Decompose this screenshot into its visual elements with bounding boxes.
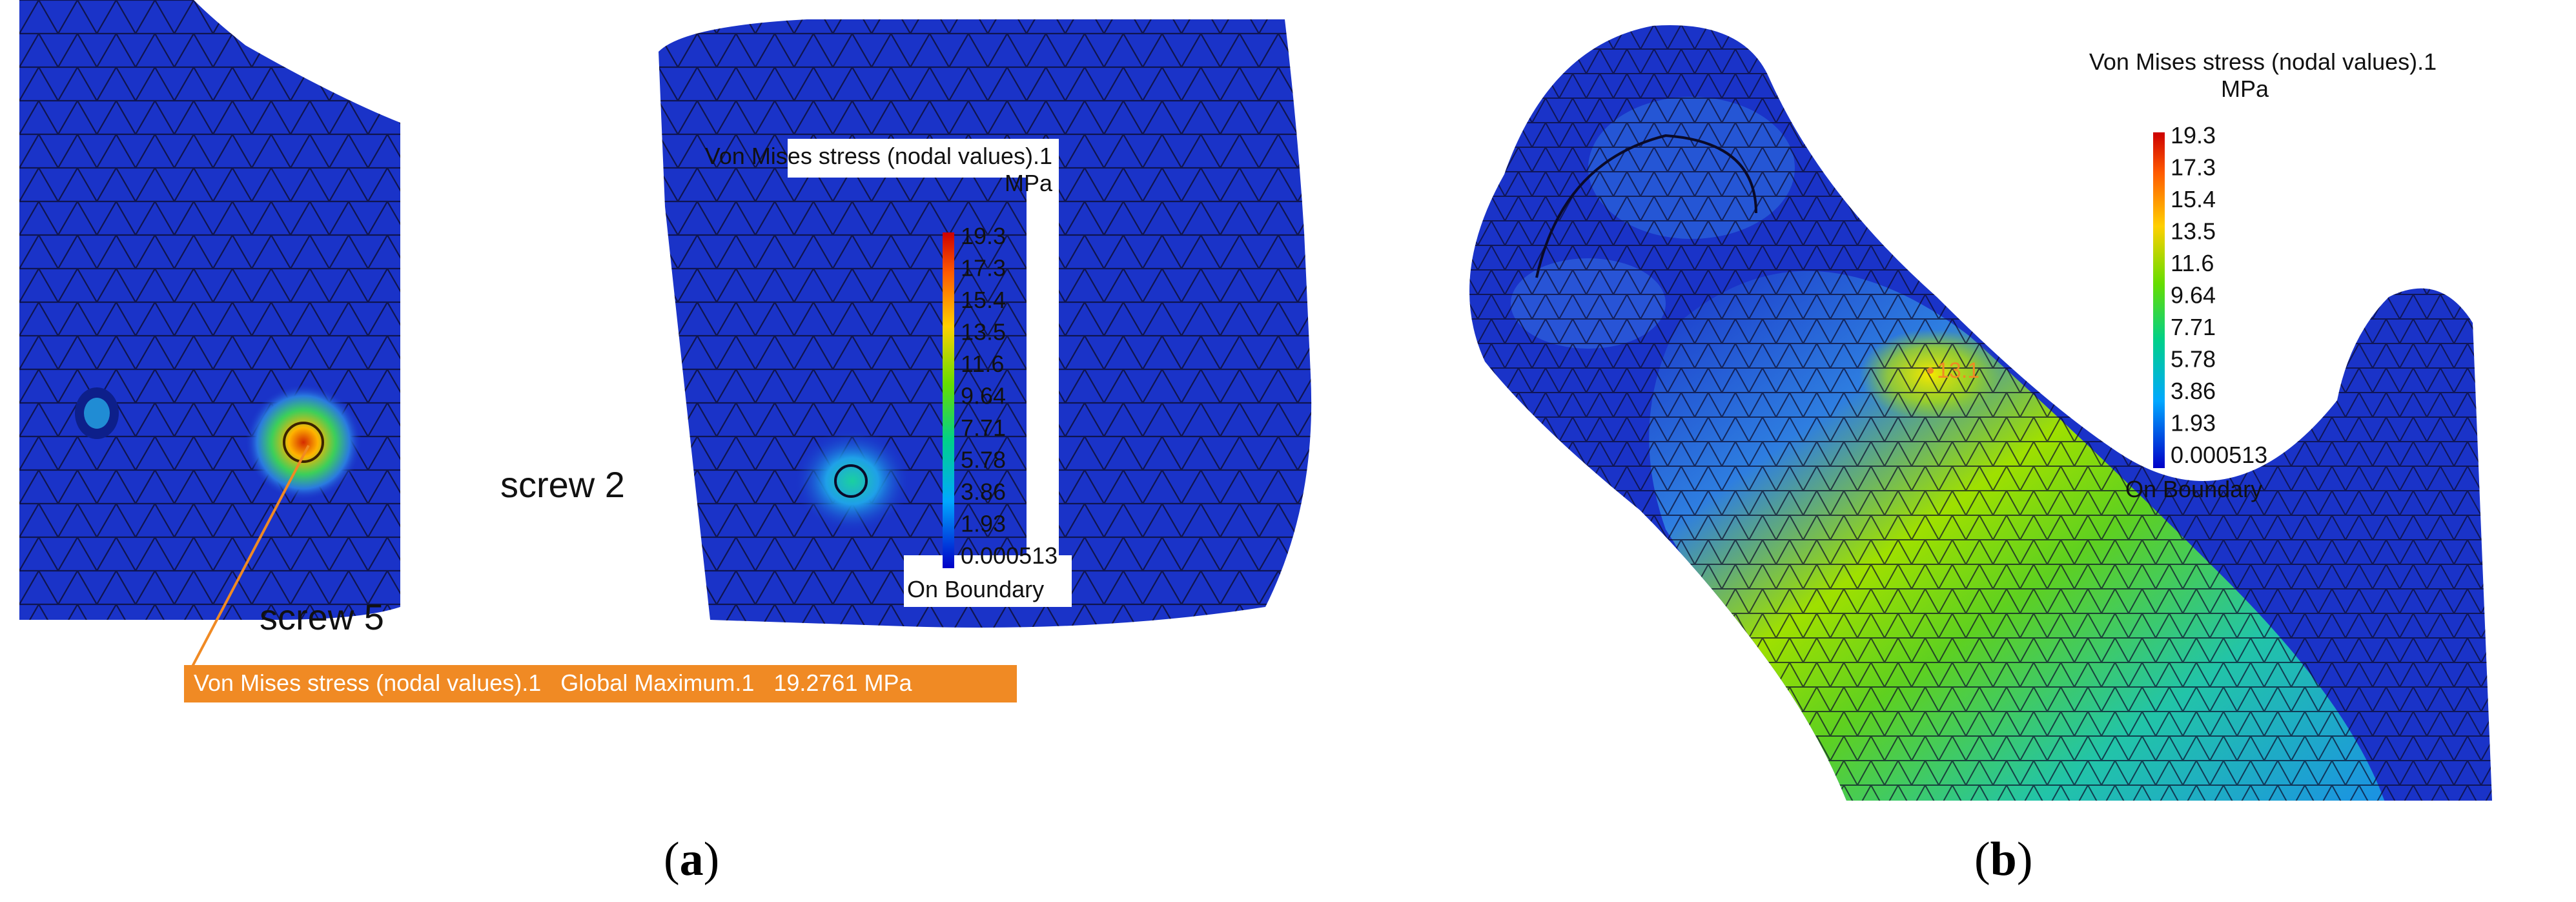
legend-tick-label: 5.78 [961,447,1006,473]
legend-tick-label: 3.86 [961,478,1006,505]
max-annotation-box [184,665,1017,702]
panel-a-legend: Von Mises stress (nodal values).1 MPa 19… [705,139,1072,607]
panel-b-colorbar [2153,132,2165,468]
legend-tick-label: 13.5 [961,319,1006,345]
panel-a-left-bone [19,0,400,620]
legend-tick-label: 0.000513 [2171,442,2267,468]
caption-b: (b) [1974,833,2032,886]
legend-tick-label: 11.6 [961,351,1004,377]
panel-a-legend-unit: MPa [1005,170,1053,196]
legend-tick-label: 17.3 [961,255,1006,282]
legend-tick-label: 5.78 [2171,346,2216,373]
panel-b-legend-title: Von Mises stress (nodal values).1 [2089,48,2437,75]
legend-tick-label: 17.3 [2171,154,2216,181]
panel-b-legend: Von Mises stress (nodal values).1 MPa 19… [2089,48,2437,502]
legend-tick-label: 19.3 [2171,122,2216,149]
panel-b-legend-footer: On Boundary [2125,476,2262,502]
legend-tick-label: 9.64 [2171,282,2216,309]
legend-tick-label: 1.93 [2171,410,2216,436]
caption-a: (a) [664,833,719,886]
panel-b-point-value: 13.1 [1937,358,1979,383]
legend-tick-label: 9.64 [961,383,1006,409]
legend-tick-label: 11.6 [2171,250,2214,276]
legend-tick-label: 7.71 [961,415,1006,441]
legend-tick-label: 1.93 [961,511,1006,537]
legend-tick-label: 15.4 [2171,186,2216,212]
max-leader-line [191,445,310,667]
panel-a-legend-ticks: 19.3 17.3 15.4 13.5 11.6 9.64 7.71 5.78 3.86 1.93… [961,223,1058,569]
panel-a-legend-footer: On Boundary [907,576,1044,602]
panel-b-bone [1469,25,2492,801]
screw-5-hole [283,422,324,463]
screw-5-label: screw 5 [260,597,384,637]
max-annotation-text: Von Mises stress (nodal values).1 Global… [194,670,912,696]
legend-tick-label: 15.4 [961,287,1006,313]
legend-tick-label: 13.5 [2171,218,2216,245]
panel-a-colorbar [943,232,954,568]
screw-2-hole [834,464,868,498]
panel-b-legend-unit: MPa [2221,76,2269,102]
panel-b-legend-ticks: 19.3 17.3 15.4 13.5 11.6 9.64 7.71 5.78 3.86 1.93… [2171,122,2267,468]
legend-tick-label: 7.71 [2171,314,2216,340]
legend-tick-label: 0.000513 [961,542,1058,569]
screw-2-label: screw 2 [500,464,625,505]
legend-tick-label: 3.86 [2171,378,2216,404]
legend-tick-label: 19.3 [961,223,1006,249]
panel-a-legend-title: Von Mises stress (nodal values).1 [705,143,1052,169]
panel-b-probe-point [1927,367,1934,374]
